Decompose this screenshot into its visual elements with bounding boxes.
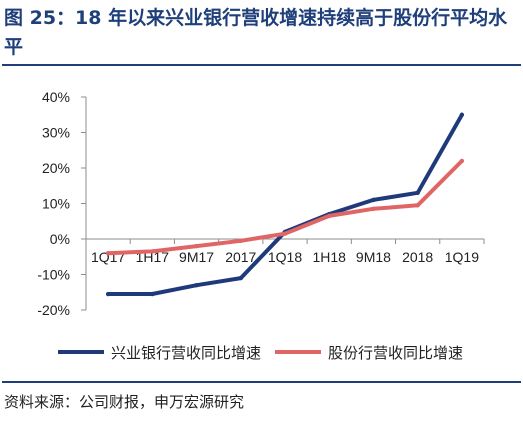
- y-tick-label: -20%: [37, 302, 70, 318]
- x-tick-label: 2017: [225, 249, 256, 265]
- source-divider: [2, 381, 521, 383]
- series-1-point: [371, 197, 376, 203]
- y-tick-label: 30%: [42, 125, 70, 141]
- series-2-point: [327, 213, 332, 219]
- series-2-point: [105, 251, 111, 256]
- x-tick-label: 9M18: [356, 249, 391, 265]
- legend-label-2: 股份行营收同比增速: [328, 344, 463, 362]
- y-tick-label: -10%: [37, 267, 70, 283]
- y-tick-label: 0%: [50, 231, 70, 247]
- series-1-point: [238, 275, 243, 281]
- source-note: 资料来源：公司财报，申万宏源研究: [4, 393, 245, 411]
- legend-label-1: 兴业银行营收同比增速: [111, 344, 261, 362]
- x-tick-label: 2018: [402, 249, 433, 265]
- series-2-point: [194, 243, 199, 249]
- title-divider: [2, 64, 521, 66]
- x-tick-label: 9M17: [179, 249, 214, 265]
- series-1-point: [194, 282, 199, 288]
- series-1-point: [459, 112, 465, 117]
- series-2-point: [282, 231, 288, 236]
- figure-title: 图 25：18 年以来兴业银行营收增速持续高于股份行平均水平: [4, 7, 508, 58]
- y-tick-label: 10%: [42, 196, 70, 212]
- line-chart: -20%-10%0%10%20%30%40%1Q17 1H17 9M17 2017 1Q…: [37, 89, 485, 362]
- series-2-point: [459, 158, 465, 164]
- series-1-point: [150, 291, 155, 297]
- series-1-point: [105, 291, 111, 297]
- y-tick-label: 40%: [42, 89, 70, 105]
- x-tick-label: 1Q19: [445, 249, 479, 265]
- x-tick-label: 1H18: [312, 249, 346, 265]
- series-2-point: [150, 249, 155, 254]
- series-1-point: [415, 190, 420, 196]
- series-2-point: [415, 203, 420, 208]
- x-tick-label: 1Q18: [268, 249, 302, 265]
- y-tick-label: 20%: [42, 160, 70, 176]
- series-2-point: [371, 206, 376, 212]
- series-2-point: [238, 238, 243, 243]
